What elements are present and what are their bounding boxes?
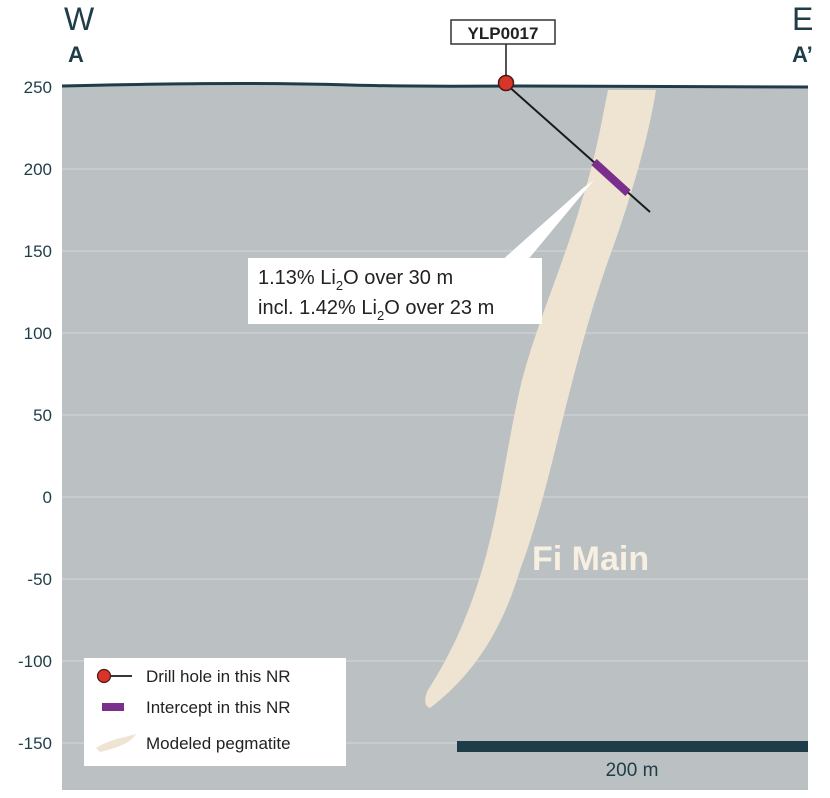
west-compass: W (64, 1, 95, 37)
west-section-label: A (68, 42, 84, 67)
intercept-callout: 1.13% Li2O over 30 m incl. 1.42% Li2O ov… (248, 258, 542, 324)
elevation-tick-label: 50 (33, 406, 52, 425)
elevation-tick-label: -150 (18, 734, 52, 753)
legend-item-drill-hole: Drill hole in this NR (96, 667, 291, 686)
legend-label-intercept: Intercept in this NR (146, 698, 291, 717)
elevation-tick-label: 0 (43, 488, 52, 507)
elevation-tick-label: 150 (24, 242, 52, 261)
topography-line (61, 81, 809, 89)
legend: Drill hole in this NR Intercept in this … (84, 658, 346, 766)
pegmatite-body (425, 90, 656, 708)
east-section-label: A’ (792, 42, 813, 67)
elevation-tick-label: 200 (24, 160, 52, 179)
drill-hole-id-label: YLP0017 (450, 19, 556, 76)
scale-bar: 200 m (457, 741, 808, 781)
legend-item-intercept: Intercept in this NR (102, 698, 291, 717)
legend-label-drill-hole: Drill hole in this NR (146, 667, 291, 686)
legend-intercept-icon (102, 703, 124, 711)
intercept-segment (591, 159, 631, 196)
elevation-tick-label: 250 (24, 78, 52, 97)
drill-hole-id: YLP0017 (468, 24, 539, 43)
legend-item-pegmatite: Modeled pegmatite (96, 734, 291, 753)
scale-bar-label: 200 m (606, 760, 659, 781)
elevation-tick-label: -50 (27, 570, 52, 589)
east-compass: E (792, 1, 813, 37)
drill-collar-icon (497, 74, 515, 92)
legend-pegmatite-icon (96, 734, 136, 752)
callout-pointer (500, 180, 594, 262)
legend-label-pegmatite: Modeled pegmatite (146, 734, 291, 753)
callout-line-2: incl. 1.42% Li2O over 23 m (258, 297, 494, 323)
elevation-tick-label: 100 (24, 324, 52, 343)
pegmatite-name-label: Fi Main (532, 540, 649, 578)
callout-line-1: 1.13% Li2O over 30 m (258, 267, 453, 293)
legend-drill-hole-icon (96, 668, 112, 684)
elevation-tick-label: -100 (18, 652, 52, 671)
elevation-axis: 250 200 150 100 50 0 -50 -100 -150 (18, 78, 52, 753)
